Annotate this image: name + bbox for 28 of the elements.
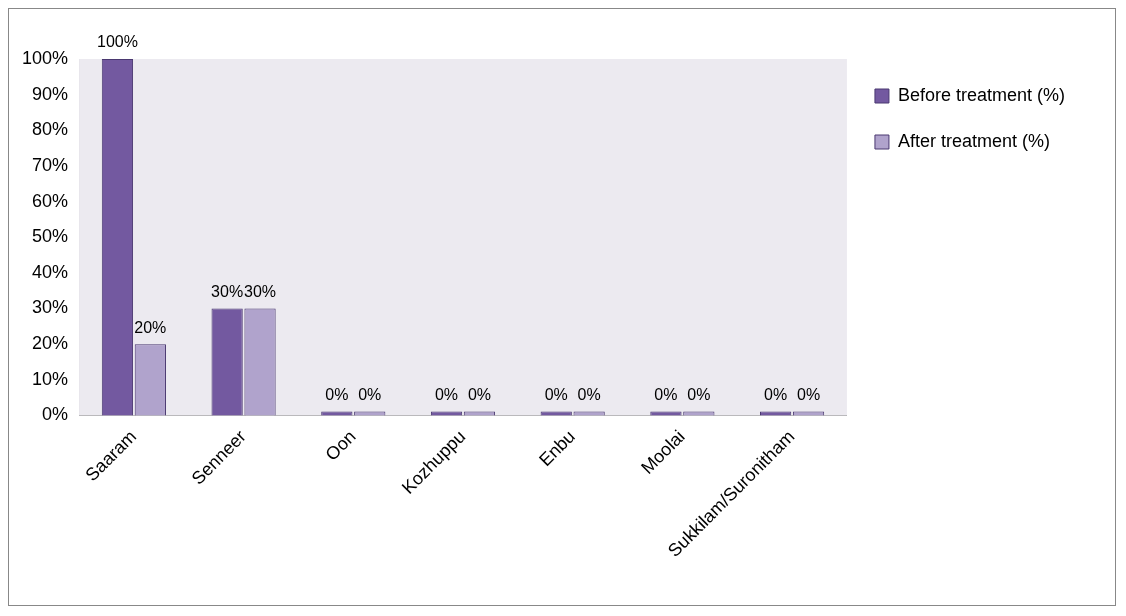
y-tick-label: 20% bbox=[32, 333, 69, 354]
y-tick-label: 60% bbox=[32, 190, 69, 211]
y-tick-label: 0% bbox=[42, 404, 69, 425]
data-label: 0% bbox=[764, 385, 788, 403]
data-label: 30% bbox=[211, 282, 244, 300]
y-tick-label: 100% bbox=[21, 47, 69, 68]
legend-label: After treatment (%) bbox=[897, 130, 1050, 151]
data-label: 0% bbox=[577, 385, 601, 403]
data-label: 30% bbox=[244, 282, 277, 300]
y-tick-label: 30% bbox=[32, 297, 69, 318]
data-label: 0% bbox=[796, 385, 821, 403]
data-label: 0% bbox=[544, 385, 568, 403]
x-tick-label: Oon bbox=[321, 426, 360, 465]
y-tick-label: 70% bbox=[32, 154, 69, 175]
data-label: 100% bbox=[96, 33, 138, 51]
data-label: 0% bbox=[654, 385, 678, 403]
data-label: 0% bbox=[358, 385, 382, 403]
y-tick-label: 80% bbox=[32, 119, 69, 140]
y-tick-label: 40% bbox=[32, 261, 69, 282]
legend-label: Before treatment (%) bbox=[897, 84, 1065, 105]
y-tick-label: 10% bbox=[32, 368, 69, 389]
data-label: 0% bbox=[687, 385, 711, 403]
data-label: 0% bbox=[325, 385, 349, 403]
data-label: 0% bbox=[434, 385, 459, 403]
data-label: 0% bbox=[467, 385, 491, 403]
y-tick-label: 90% bbox=[32, 83, 69, 104]
y-tick-label: 50% bbox=[32, 226, 69, 247]
data-label: 20% bbox=[134, 318, 167, 336]
